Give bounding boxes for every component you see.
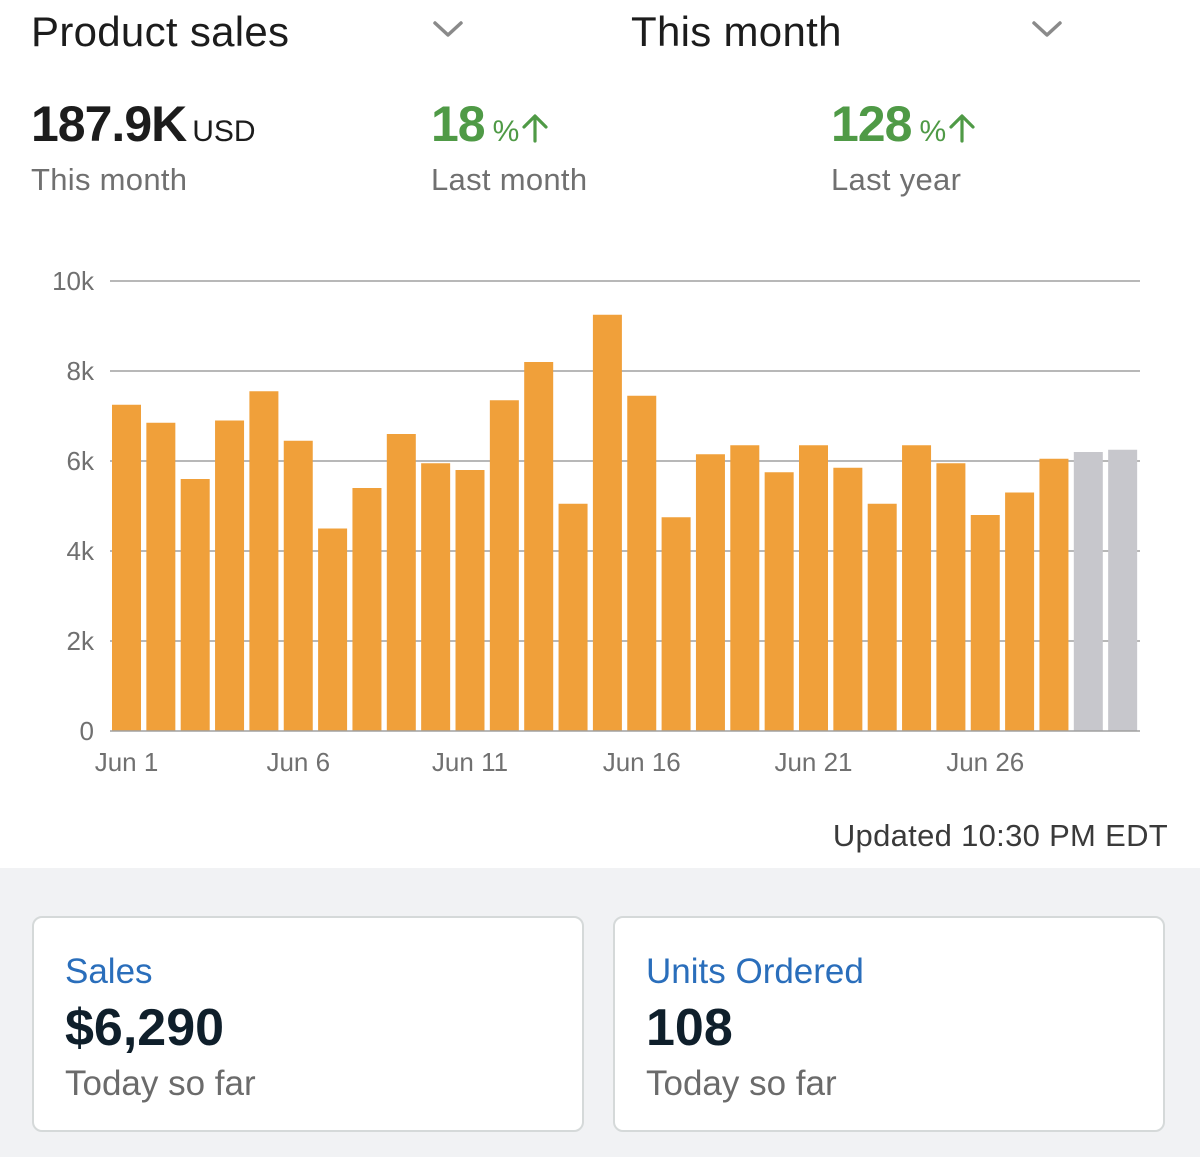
sales-bar — [489, 400, 519, 731]
sales-bar — [283, 440, 313, 731]
x-tick-label: Jun 26 — [946, 747, 1024, 777]
total-sales-unit: USD — [192, 115, 256, 148]
units-ordered-card-title: Units Ordered — [646, 952, 864, 991]
sales-bar — [421, 463, 451, 731]
metric-dropdown[interactable]: Product sales — [31, 8, 289, 58]
sales-card-subtitle: Today so far — [65, 1064, 256, 1103]
sales-bar — [249, 391, 279, 731]
x-tick-label: Jun 16 — [603, 747, 681, 777]
last-month-change-value: 18 — [431, 96, 486, 152]
period-dropdown[interactable]: This month — [631, 8, 842, 58]
last-year-change-unit: % — [919, 115, 946, 148]
x-tick-label: Jun 1 — [95, 747, 159, 777]
sales-bar — [627, 395, 657, 731]
sales-bar — [936, 463, 966, 731]
projected-bar — [1073, 452, 1103, 731]
today-summary: Sales $6,290 Today so far Units Ordered … — [0, 868, 1200, 1157]
units-ordered-card[interactable]: Units Ordered 108 Today so far — [613, 916, 1165, 1132]
sales-bar — [970, 515, 1000, 731]
last-month-change-unit: % — [492, 115, 520, 148]
sales-bar — [799, 445, 828, 731]
sales-bar — [146, 422, 176, 731]
y-tick-label: 0 — [80, 716, 94, 746]
sales-bar — [112, 404, 141, 731]
last-month-change-label: Last month — [431, 162, 588, 197]
total-sales-label: This month — [31, 162, 188, 197]
sales-bar — [180, 479, 210, 731]
metric-dropdown-label: Product sales — [31, 8, 290, 55]
y-tick-label: 10k — [52, 266, 95, 296]
y-tick-label: 8k — [67, 356, 95, 386]
sales-card[interactable]: Sales $6,290 Today so far — [32, 916, 584, 1132]
x-tick-label: Jun 21 — [774, 747, 852, 777]
last-month-change-stat: 18% Last month — [431, 96, 587, 198]
sales-bar — [524, 362, 554, 731]
updated-timestamp: Updated 10:30 PM EDT — [832, 818, 1168, 853]
y-tick-label: 6k — [67, 446, 95, 476]
sales-bar — [592, 314, 622, 731]
x-tick-label: Jun 6 — [266, 747, 330, 777]
arrow-up-icon — [522, 114, 548, 143]
sales-bar — [867, 503, 897, 731]
sales-bar — [1005, 492, 1035, 731]
daily-sales-bar-chart: 0 2k 4k 6k 8k 10k Jun 1 Jun 6 Jun 11 Jun 16 Jun 21… — [52, 266, 1140, 777]
x-tick-label: Jun 11 — [432, 747, 508, 777]
last-year-change-label: Last year — [831, 162, 962, 197]
sales-bar — [215, 420, 245, 731]
sales-bar — [352, 488, 382, 731]
last-year-change-stat: 128% Last year — [831, 96, 977, 198]
sales-bar — [695, 454, 725, 731]
sales-bar — [386, 434, 416, 731]
sales-bar — [558, 503, 588, 731]
period-dropdown-label: This month — [631, 8, 842, 55]
units-ordered-card-value: 108 — [646, 999, 733, 1057]
arrow-up-icon — [949, 114, 975, 143]
sales-bar — [318, 528, 348, 731]
y-tick-label: 2k — [67, 626, 95, 656]
sales-card-value: $6,290 — [65, 999, 225, 1057]
chevron-down-icon[interactable] — [1031, 18, 1063, 40]
total-sales-value: 187.9K — [31, 96, 187, 152]
sales-dashboard: Product sales This month 187.9K USD This … — [31, 8, 1168, 853]
sales-bar — [661, 517, 691, 731]
sales-bar — [902, 445, 932, 731]
last-year-change-value: 128 — [831, 96, 912, 152]
projected-bar — [1108, 449, 1138, 731]
sales-bar — [833, 467, 863, 731]
total-sales-stat: 187.9K USD This month — [31, 96, 256, 198]
chevron-down-icon[interactable] — [432, 18, 464, 40]
sales-bar — [730, 445, 760, 731]
sales-bar — [1039, 458, 1069, 731]
units-ordered-card-subtitle: Today so far — [646, 1064, 837, 1103]
sales-bar — [455, 470, 485, 731]
y-tick-label: 4k — [67, 536, 95, 566]
sales-card-title: Sales — [65, 952, 153, 991]
sales-bar — [764, 472, 794, 731]
